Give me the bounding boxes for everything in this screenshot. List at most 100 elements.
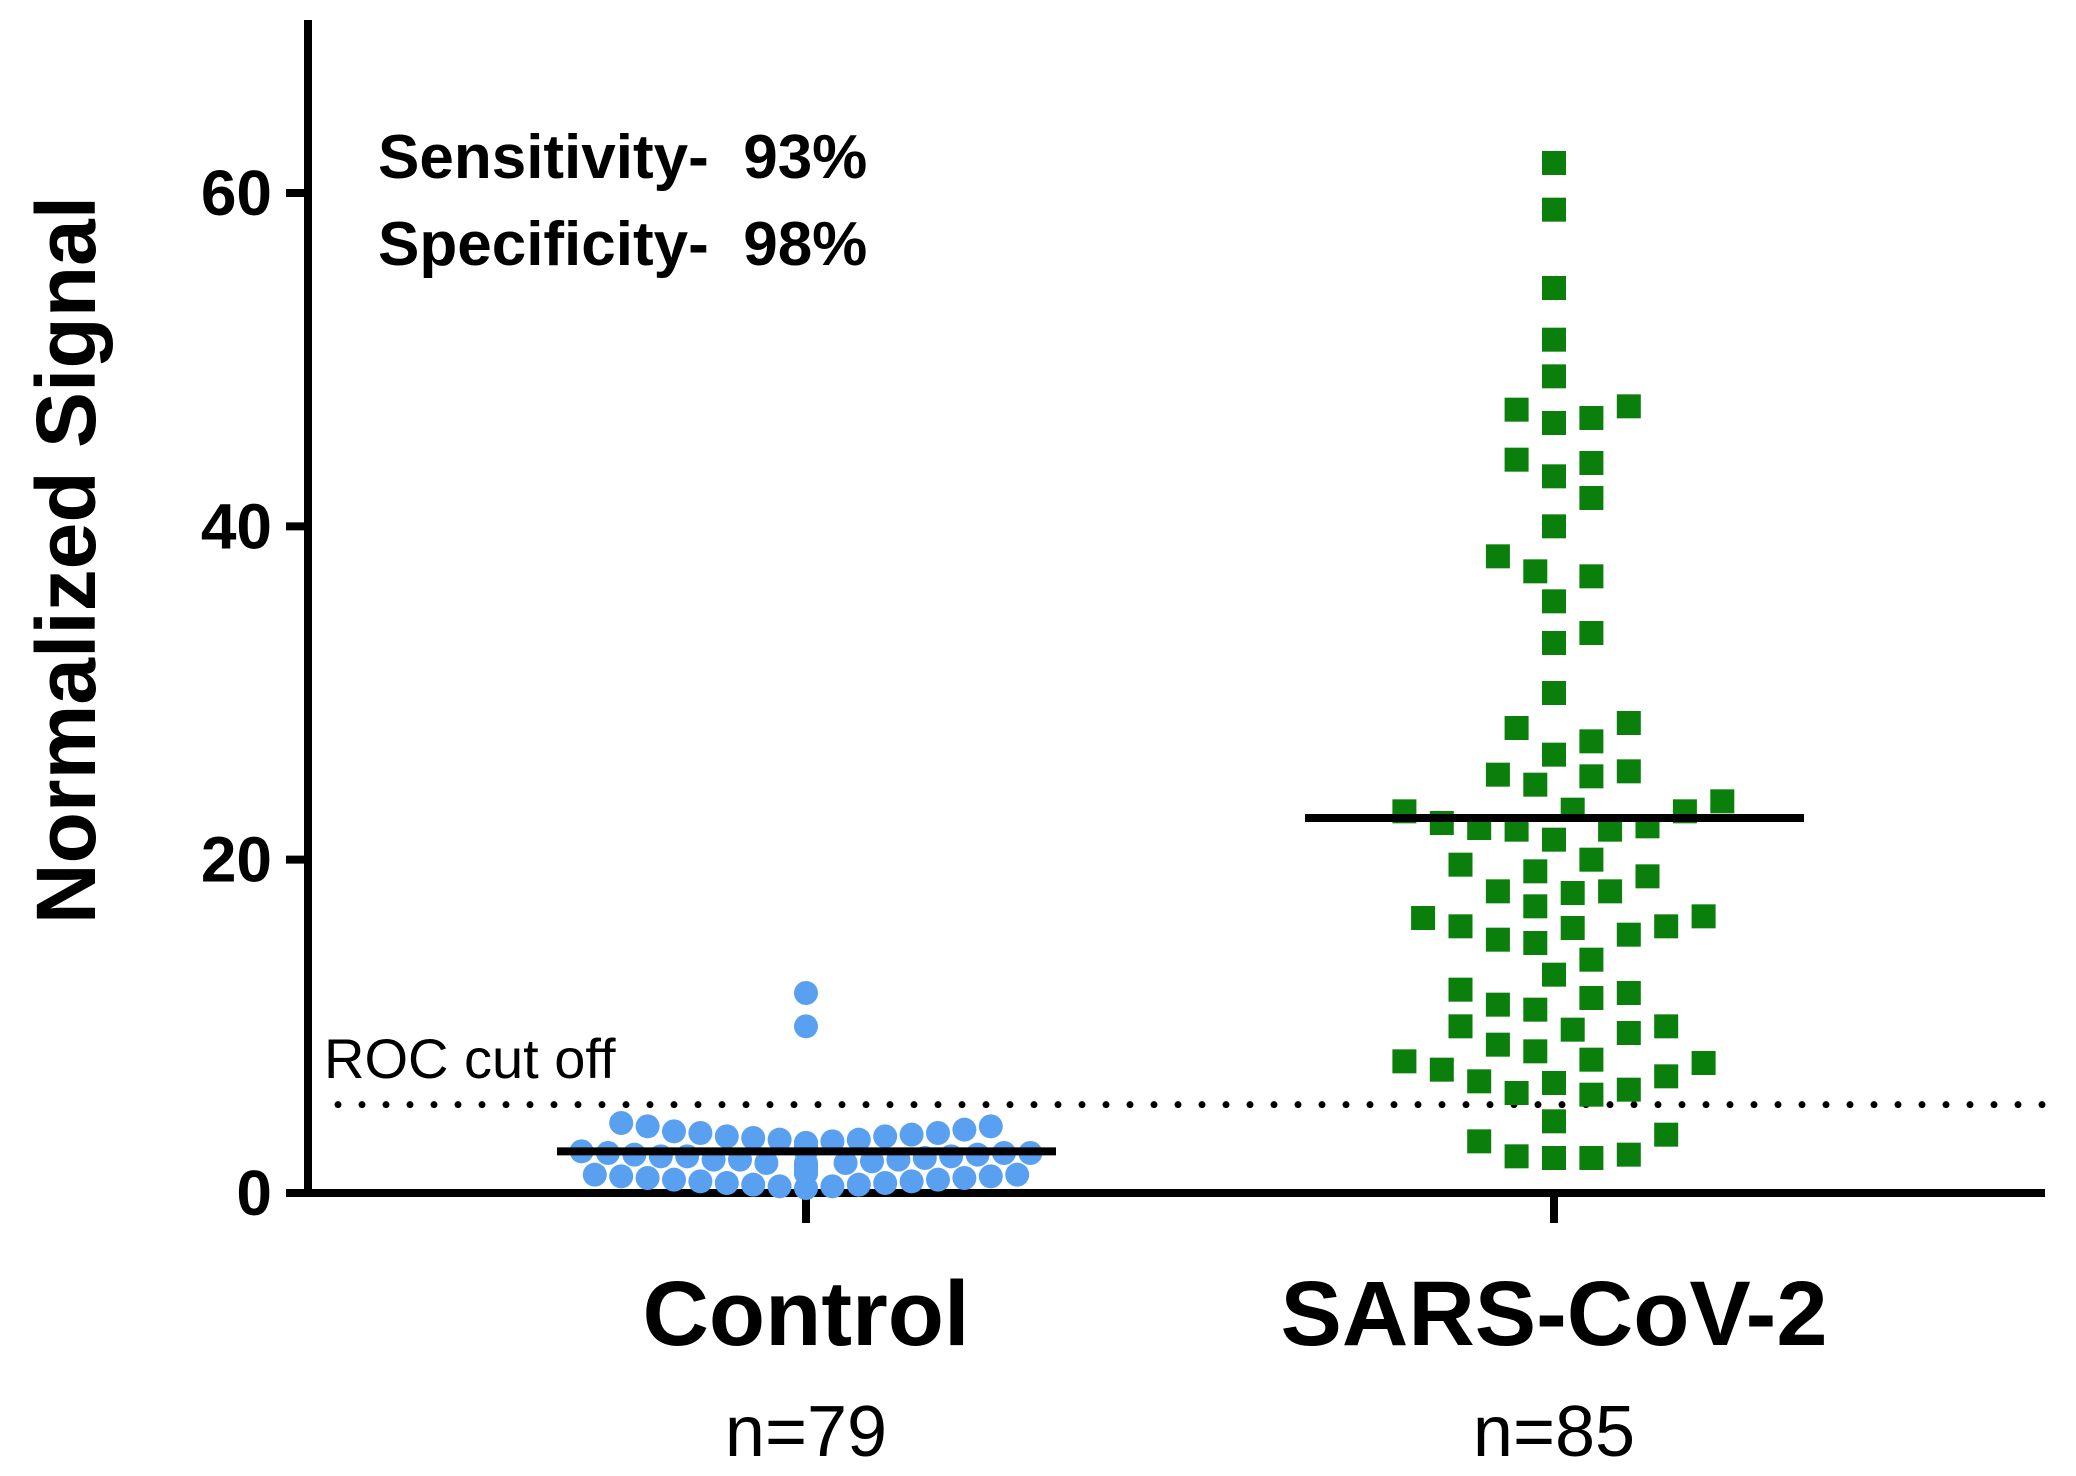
control-point <box>899 1122 924 1147</box>
sars-cov-2-point <box>1542 589 1566 614</box>
sars-cov-2-point <box>1579 847 1604 872</box>
control-point <box>952 1117 977 1142</box>
control-point <box>820 1174 845 1199</box>
sars-cov-2-point <box>1542 151 1566 175</box>
sars-cov-2-point <box>1429 1057 1454 1082</box>
sars-cov-2-point <box>1560 1017 1585 1042</box>
y-tick-label: 40 <box>201 490 272 562</box>
control-point <box>714 1171 739 1195</box>
control-point <box>741 1172 766 1197</box>
control-point <box>1005 1162 1030 1187</box>
sars-cov-2-point <box>1542 364 1566 389</box>
control-point <box>926 1121 950 1145</box>
sars-cov-2-point <box>1485 544 1510 569</box>
sars-cov-2-point <box>1598 879 1623 904</box>
control-point <box>662 1119 686 1144</box>
control-point <box>899 1169 924 1194</box>
sars-cov-2-point <box>1542 681 1566 705</box>
x-axis <box>304 1189 2045 1223</box>
sars-cov-2-point <box>1616 1021 1641 1045</box>
sars-cov-2-point <box>1485 1032 1510 1057</box>
sars-cov-2-point <box>1448 852 1473 877</box>
control-point <box>767 1127 792 1152</box>
sars-cov-2-point <box>1542 276 1566 300</box>
sars-cov-2-point <box>1560 881 1585 905</box>
y-tick-label: 60 <box>201 157 272 229</box>
control-point <box>741 1126 766 1150</box>
sars-cov-2-point <box>1504 447 1529 472</box>
sars-cov-2-point <box>1504 1144 1529 1169</box>
sars-cov-2-point <box>1654 914 1679 939</box>
control-point <box>754 1151 779 1175</box>
sars-cov-2-point <box>1579 986 1604 1010</box>
sensitivity-annotation: Sensitivity- 93% <box>378 123 867 192</box>
sars-cov-2-point <box>1467 1069 1492 1094</box>
sars-cov-2-point <box>1523 859 1548 884</box>
sars-cov-2-point <box>1485 879 1510 904</box>
control-point <box>794 981 818 1005</box>
sars-cov-2-point <box>1448 914 1473 939</box>
sars-cov-2-point <box>1579 621 1604 645</box>
sars-cov-2-point <box>1616 922 1641 947</box>
sars-cov-2-point <box>1523 1039 1548 1064</box>
control-points <box>569 981 1043 1200</box>
control-point <box>952 1166 977 1190</box>
sars-cov-2-point <box>1523 772 1548 797</box>
control-point <box>846 1127 871 1152</box>
sars-cov-2-point <box>1654 1122 1679 1147</box>
sars-cov-2-point <box>1616 759 1641 784</box>
count-label-sars-cov-2: n=85 <box>1473 1392 1635 1472</box>
control-point <box>688 1169 713 1194</box>
median-lines <box>557 814 1804 1156</box>
sars-cov-2-point <box>1616 394 1641 419</box>
sars-cov-2-point <box>1542 514 1566 539</box>
sars-cov-2-point <box>1485 992 1510 1017</box>
sars-cov-2-point <box>1542 1071 1566 1095</box>
sars-cov-2-point <box>1542 1146 1566 1170</box>
control-point <box>978 1114 1003 1139</box>
sars-cov-2-point <box>1635 864 1660 889</box>
control-point <box>635 1166 660 1190</box>
sars-cov-2-point <box>1392 1049 1417 1074</box>
sars-cov-2-point <box>1579 1082 1604 1107</box>
sars-cov-2-point <box>1579 451 1604 475</box>
y-axis: 0 20 40 60 <box>201 20 312 1229</box>
sars-cov-2-point <box>1448 977 1473 1002</box>
sars-cov-2-point <box>1616 1077 1641 1102</box>
sars-cov-2-point <box>1542 827 1566 852</box>
sars-cov-2-point <box>1523 931 1548 955</box>
sars-cov-2-point <box>1467 1129 1492 1154</box>
sars-cov-2-point <box>1560 916 1585 940</box>
sars-cov-2-point <box>1542 411 1566 435</box>
control-point <box>714 1124 739 1149</box>
control-point <box>609 1111 634 1135</box>
sars-cov-2-point <box>1579 764 1604 789</box>
sars-cov-2-point <box>1448 1014 1473 1039</box>
y-axis-title: Normalized Signal <box>19 196 113 924</box>
control-point <box>794 1014 818 1039</box>
sars-cov-2-point <box>1504 397 1529 422</box>
sars-cov-2-point <box>1523 559 1548 584</box>
sars-cov-2-point <box>1710 789 1735 814</box>
roc-cutoff-label: ROC cut off <box>324 1027 616 1090</box>
sars-cov-2-point <box>1691 1051 1716 1075</box>
sars-cov-2-point <box>1579 1047 1604 1072</box>
sars-cov-2-point <box>1542 962 1566 987</box>
sars-cov-2-point <box>1485 927 1510 952</box>
sars-cov-2-point <box>1616 981 1641 1005</box>
category-label-sars-cov-2: SARS-CoV-2 <box>1281 1263 1828 1365</box>
sars-cov-2-point <box>1691 904 1716 929</box>
sars-cov-2-point <box>1523 894 1548 919</box>
sars-cov-2-point <box>1579 486 1604 510</box>
control-point <box>582 1162 607 1187</box>
y-tick-label: 20 <box>201 824 272 896</box>
sars-cov-2-point <box>1542 631 1566 655</box>
sars-cov-2-point <box>1616 1142 1641 1167</box>
control-point <box>978 1164 1003 1189</box>
sars-cov-2-point <box>1579 564 1604 589</box>
sars-cov-2-point <box>1542 1109 1566 1134</box>
sars-cov-2-point <box>1504 1081 1529 1105</box>
category-label-control: Control <box>642 1263 969 1365</box>
sars-cov-2-point <box>1579 947 1604 972</box>
